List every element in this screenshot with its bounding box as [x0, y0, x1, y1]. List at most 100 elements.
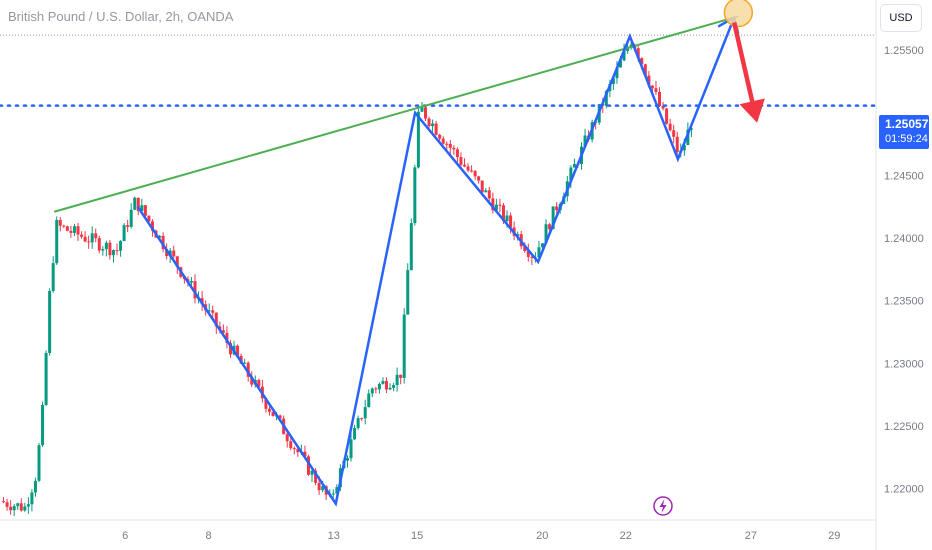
- candle: [115, 243, 119, 256]
- candle: [271, 411, 275, 417]
- candle-body: [101, 249, 105, 251]
- candle-body: [409, 223, 413, 271]
- candle: [427, 116, 431, 130]
- candle: [2, 496, 6, 504]
- candle-body: [243, 362, 247, 364]
- price-tick-label: 1.22000: [884, 484, 924, 496]
- candle: [122, 223, 126, 242]
- candle-body: [423, 107, 427, 119]
- candle-body: [668, 123, 672, 131]
- candle-body: [80, 234, 84, 237]
- last-price-value: 1.25057: [885, 117, 929, 131]
- candle: [16, 502, 20, 510]
- event-flash-icon[interactable]: [653, 496, 673, 516]
- price-axis[interactable]: 1.22000 1.22500 1.23000 1.23500 1.24000 1.245…: [875, 0, 924, 550]
- candle: [672, 124, 676, 144]
- candle-body: [501, 205, 505, 222]
- candle-body: [211, 310, 215, 313]
- candle: [225, 326, 229, 349]
- candle-body: [83, 236, 87, 242]
- candle-body: [69, 230, 73, 233]
- candle-body: [228, 342, 232, 355]
- candle-body: [392, 385, 396, 388]
- candle-body: [335, 487, 339, 494]
- candle: [80, 231, 84, 239]
- candle-body: [150, 221, 154, 231]
- candle-body: [445, 143, 449, 145]
- candle: [399, 374, 403, 385]
- candle: [97, 235, 101, 254]
- time-tick-label: 27: [745, 530, 757, 542]
- candle: [555, 202, 559, 215]
- candle-body: [147, 215, 151, 222]
- candle-body: [367, 393, 371, 408]
- candle-body: [395, 374, 399, 386]
- candle-body: [647, 75, 651, 86]
- candle-body: [459, 157, 463, 165]
- candle: [140, 198, 144, 213]
- candle: [129, 203, 133, 229]
- currency-button[interactable]: USD: [880, 4, 922, 32]
- candle: [26, 497, 30, 514]
- candle: [530, 255, 534, 266]
- candle-body: [370, 388, 374, 394]
- candle: [161, 232, 165, 253]
- candle-body: [207, 310, 211, 312]
- candle-body: [44, 352, 48, 405]
- candle: [374, 386, 378, 394]
- candle-body: [37, 445, 41, 481]
- candle-body: [416, 111, 420, 168]
- candle: [526, 243, 530, 262]
- candle-body: [90, 233, 94, 243]
- candle-body: [388, 387, 392, 390]
- time-axis[interactable]: 6 8 13 15 20 22 27 29: [0, 519, 876, 542]
- candle: [193, 274, 197, 304]
- candle: [83, 231, 87, 243]
- candle-body: [12, 506, 16, 511]
- candle-body: [172, 250, 176, 257]
- time-tick-label: 6: [122, 530, 128, 542]
- candle: [388, 383, 392, 391]
- candle-body: [76, 226, 80, 235]
- price-tick-label: 1.24500: [884, 170, 924, 182]
- candle-body: [526, 250, 530, 257]
- candle-body: [487, 190, 491, 199]
- candle-body: [494, 204, 498, 211]
- candle: [487, 187, 491, 203]
- candle-body: [689, 128, 693, 130]
- candle-body: [19, 503, 23, 511]
- candle: [356, 415, 360, 430]
- candle-body: [143, 205, 147, 216]
- candle: [55, 216, 59, 265]
- candle: [189, 277, 193, 286]
- flash-icon: [659, 499, 667, 513]
- candle-body: [321, 486, 325, 491]
- candle: [445, 141, 449, 151]
- candle-body: [427, 118, 431, 127]
- candle-body: [331, 493, 335, 495]
- candle-body: [9, 506, 13, 511]
- candle-body: [250, 376, 254, 385]
- candle-body: [661, 105, 665, 109]
- candle-body: [484, 190, 488, 193]
- candle-body: [548, 224, 552, 230]
- time-tick-label: 20: [536, 530, 548, 542]
- candle-body: [5, 502, 9, 507]
- candle: [37, 443, 41, 483]
- candle-body: [480, 180, 484, 193]
- candle: [455, 147, 459, 163]
- time-tick-label: 13: [328, 530, 340, 542]
- candle: [331, 489, 335, 498]
- candle-body: [126, 225, 130, 227]
- candle: [76, 222, 80, 241]
- candle-body: [345, 458, 349, 461]
- candle: [94, 228, 98, 243]
- candle: [211, 305, 215, 319]
- candle-body: [271, 411, 275, 417]
- candle: [126, 219, 130, 233]
- candle: [452, 145, 456, 155]
- candle: [101, 246, 105, 256]
- price-tick-label: 1.25500: [884, 45, 924, 57]
- candle: [441, 136, 445, 145]
